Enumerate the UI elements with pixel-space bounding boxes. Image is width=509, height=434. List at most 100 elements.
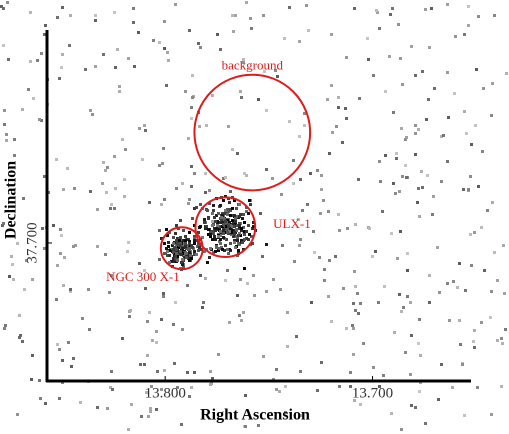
pixel [417,187,420,190]
pixel [188,242,191,245]
pixel [238,232,241,235]
pixel [167,241,170,244]
pixel [184,252,187,255]
pixel [477,185,480,188]
pixel [56,343,59,346]
pixel [143,363,146,366]
pixel [149,410,152,413]
region-circle [193,73,312,192]
pixel [172,236,175,239]
pixel [236,224,239,227]
pixel [231,223,234,226]
pixel [0,5,3,8]
pixel [490,413,493,416]
pixel [243,172,246,175]
pixel [91,113,94,116]
pixel [351,324,354,327]
pixel [292,182,295,185]
x-tick-label: 13.700 [352,385,393,401]
pixel [172,242,175,245]
pixel [262,355,265,358]
pixel [320,188,323,191]
pixel [404,351,407,354]
pixel [414,124,417,127]
pixel [330,84,333,87]
pixel [400,127,403,130]
pixel [476,386,479,389]
pixel [421,70,424,73]
pixel [208,256,211,259]
pixel [214,229,217,232]
pixel [144,129,147,132]
pixel [222,199,225,202]
pixel [108,291,111,294]
pixel [231,229,234,232]
pixel [461,363,464,366]
pixel [188,231,191,234]
pixel [183,256,186,259]
pixel [242,248,245,251]
pixel [110,370,113,373]
pixel [236,215,239,218]
pixel [462,188,465,191]
pixel [242,213,245,216]
pixel [191,96,194,99]
pixel [389,13,392,16]
pixel [447,116,450,119]
pixel [96,406,99,409]
pixel [500,337,503,340]
pixel [61,359,64,362]
pixel [238,222,241,225]
pixel [342,287,345,290]
pixel [197,249,200,252]
pixel [160,388,163,391]
pixel [162,292,165,295]
pixel [396,257,399,260]
pixel [299,370,302,373]
pixel [113,155,116,158]
pixel [219,48,222,51]
pixel [368,227,371,230]
pixel [128,315,131,318]
pixel [12,278,15,281]
pixel [214,250,217,253]
pixel [172,248,175,251]
pixel [166,250,169,253]
pixel [418,318,421,321]
pixel [165,228,168,231]
pixel [109,386,112,389]
pixel [233,214,236,217]
pixel [352,353,355,356]
pixel [179,242,182,245]
pixel [206,209,209,212]
pixel [209,233,212,236]
pixel [372,74,375,77]
pixel [146,354,149,357]
pixel [490,290,493,293]
pixel [310,301,313,304]
pixel [88,328,91,331]
pixel [224,279,227,282]
pixel [374,250,377,253]
pixel [352,327,355,330]
pixel [123,195,126,198]
pixel [235,235,238,238]
pixel [274,69,277,72]
pixel [217,353,220,356]
pixel [247,224,250,227]
pixel [228,321,231,324]
pixel [352,302,355,305]
pixel [150,385,153,388]
pixel [181,182,184,185]
pixel [481,150,484,153]
pixel [390,232,393,235]
pixel [480,226,483,229]
pixel [116,48,119,51]
pixel [193,371,196,374]
pixel [32,97,35,100]
pixel [299,238,302,241]
pixel [473,329,476,332]
pixel [406,252,409,255]
pixel [452,280,455,283]
